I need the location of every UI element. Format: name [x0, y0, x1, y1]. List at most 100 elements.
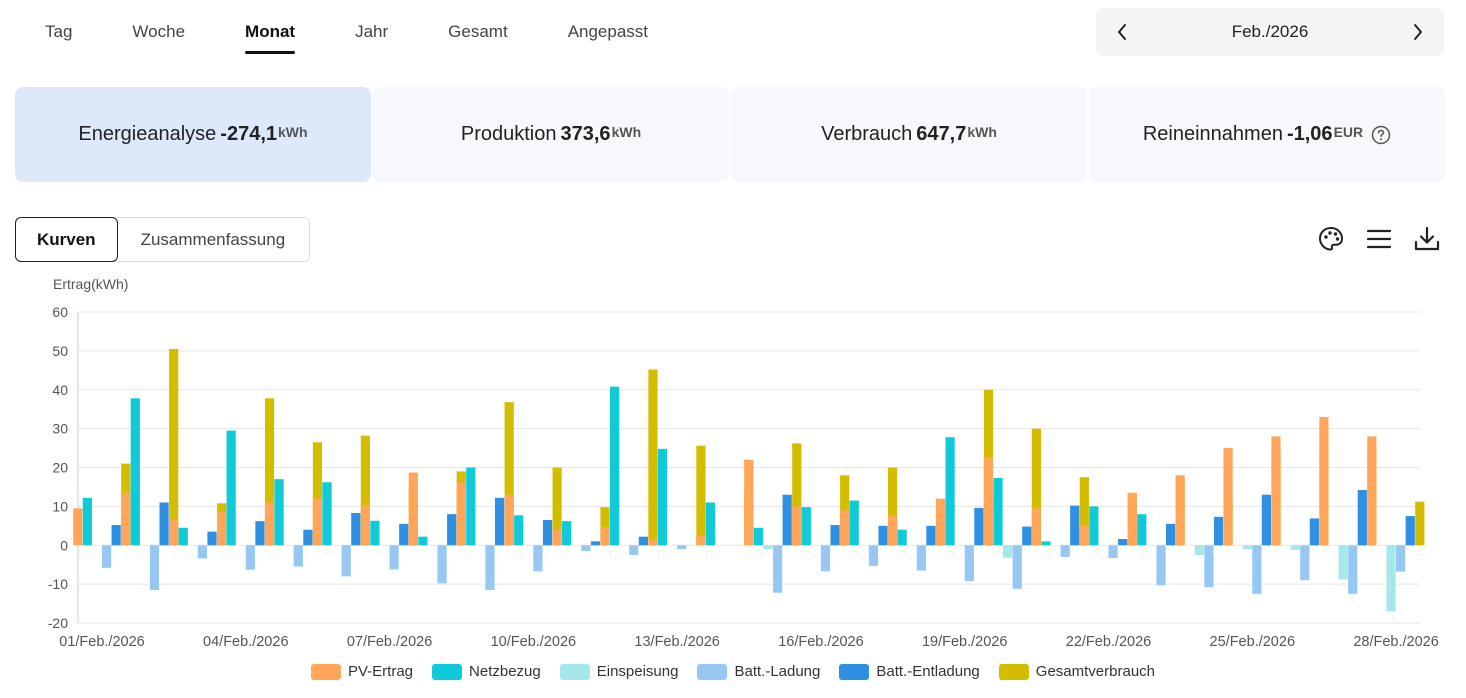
x-tick-label: 19/Feb./2026	[922, 634, 1007, 650]
bar-batt-ladung	[1060, 545, 1070, 557]
legend-swatch	[697, 663, 728, 680]
bar-batt-ladung	[1252, 545, 1262, 594]
card-unit: kWh	[611, 123, 642, 140]
curves-button[interactable]: Kurven	[15, 217, 118, 262]
chevron-left-icon	[1118, 24, 1126, 40]
chevron-right-icon	[1414, 24, 1422, 40]
bar-gesamtverbrauch	[792, 443, 802, 546]
legend-item[interactable]: Netzbezug	[432, 663, 541, 680]
legend-swatch	[432, 663, 463, 680]
bar-batt-entladung	[638, 536, 648, 546]
x-tick-label: 04/Feb./2026	[203, 634, 288, 650]
legend-item[interactable]: Einspeisung	[559, 663, 678, 680]
help-icon[interactable]	[1371, 125, 1391, 145]
tab-total[interactable]: Gesamt	[448, 22, 508, 41]
energy-bar-chart: Ertrag(kWh) -20 -10 0 10 20 30 40 50 60 01/Feb./…	[48, 276, 1439, 650]
bar-pv-ertrag	[216, 512, 227, 546]
bar-pv-ertrag	[1175, 475, 1185, 546]
bar-pv-ertrag	[264, 502, 275, 546]
bar-gesamtverbrauch	[1415, 501, 1425, 546]
bar-batt-entladung	[590, 541, 601, 546]
x-tick-label: 28/Feb./2026	[1353, 634, 1438, 650]
bar-netzbezug	[370, 520, 380, 546]
bar-batt-entladung	[1309, 518, 1319, 546]
next-month-button[interactable]	[1408, 22, 1428, 42]
bar-netzbezug	[562, 521, 572, 546]
bar-batt-ladung	[868, 545, 879, 566]
legend-swatch	[839, 663, 870, 680]
bar-pv-ertrag	[1079, 525, 1089, 546]
y-tick-label: 40	[52, 382, 68, 398]
bar-einspeisung	[1290, 545, 1300, 550]
tab-day[interactable]: Tag	[45, 22, 73, 41]
card-value: -1,06	[1286, 123, 1333, 145]
previous-month-button[interactable]	[1112, 22, 1132, 42]
card-consumption[interactable]: Verbrauch 647,7 kWh	[731, 87, 1087, 182]
bar-batt-ladung	[772, 545, 783, 593]
bar-batt-ladung	[1348, 545, 1358, 594]
list-icon[interactable]	[1364, 224, 1394, 254]
bar-pv-ertrag	[744, 459, 754, 546]
chart-grid	[77, 311, 1420, 624]
bar-netzbezug	[130, 398, 140, 546]
y-tick-label: -20	[48, 615, 68, 631]
legend-label: Batt.-Entladung	[876, 663, 980, 680]
tab-year[interactable]: Jahr	[355, 22, 389, 41]
bar-batt-entladung	[1357, 490, 1367, 546]
legend-swatch	[998, 663, 1029, 680]
bar-netzbezug	[322, 482, 332, 546]
bar-batt-entladung	[782, 494, 792, 546]
bar-einspeisung	[1003, 545, 1013, 558]
bar-batt-entladung	[255, 521, 265, 546]
x-tick-label: 10/Feb./2026	[491, 634, 576, 650]
legend-item[interactable]: Batt.-Entladung	[839, 663, 980, 680]
card-net-income[interactable]: Reineinnahmen -1,06 EUR	[1089, 87, 1445, 182]
bar-gesamtverbrauch	[888, 467, 898, 546]
bar-netzbezug	[82, 497, 92, 546]
bar-netzbezug	[1089, 506, 1099, 546]
card-label: Reineinnahmen	[1142, 123, 1283, 145]
card-label: Verbrauch	[821, 123, 913, 145]
x-tick-label: 16/Feb./2026	[778, 634, 863, 650]
palette-icon[interactable]	[1316, 224, 1346, 254]
bar-batt-entladung	[447, 514, 457, 546]
date-picker: Feb./2026	[1096, 8, 1444, 56]
summary-button[interactable]: Zusammenfassung	[140, 229, 286, 249]
bar-batt-entladung	[399, 523, 409, 546]
tab-custom[interactable]: Angepasst	[567, 22, 649, 41]
x-tick-label: 25/Feb./2026	[1210, 634, 1295, 650]
y-tick-label: 60	[52, 304, 68, 320]
tab-month[interactable]: Monat	[245, 22, 296, 54]
bar-batt-ladung	[916, 545, 926, 571]
legend-item[interactable]: Batt.-Ladung	[697, 663, 820, 680]
download-icon[interactable]	[1412, 224, 1442, 254]
card-production[interactable]: Produktion 373,6 kWh	[373, 87, 729, 182]
card-energy-analysis[interactable]: Energieanalyse -274,1 kWh	[15, 87, 371, 182]
bar-gesamtverbrauch	[648, 369, 658, 546]
legend-label: Batt.-Ladung	[734, 663, 821, 680]
view-switch: Kurven Zusammenfassung	[15, 217, 311, 262]
bar-netzbezug	[609, 386, 620, 546]
bar-netzbezug	[514, 515, 524, 546]
bar-batt-ladung	[1204, 545, 1214, 588]
bar-batt-entladung	[351, 512, 361, 546]
bar-netzbezug	[178, 527, 188, 546]
bar-netzbezug	[945, 437, 955, 546]
bar-batt-entladung	[1405, 516, 1415, 546]
current-period-label[interactable]: Feb./2026	[1231, 22, 1309, 41]
legend-swatch	[310, 663, 341, 680]
bar-batt-entladung	[542, 519, 553, 546]
x-tick-label: 01/Feb./2026	[59, 634, 144, 650]
bar-batt-ladung	[629, 545, 639, 555]
bar-batt-entladung	[1261, 494, 1272, 546]
legend-item[interactable]: PV-Ertrag	[310, 663, 413, 680]
bar-batt-ladung	[389, 545, 399, 570]
y-axis-ticks: -20 -10 0 10 20 30 40 50 60	[48, 304, 68, 631]
bar-gesamtverbrauch	[1079, 477, 1089, 546]
bar-netzbezug	[1041, 541, 1051, 546]
legend-item[interactable]: Gesamtverbrauch	[998, 663, 1155, 680]
y-tick-label: 0	[60, 537, 68, 553]
bar-batt-ladung	[533, 545, 543, 572]
x-tick-label: 07/Feb./2026	[347, 634, 432, 650]
tab-week[interactable]: Woche	[132, 22, 186, 41]
